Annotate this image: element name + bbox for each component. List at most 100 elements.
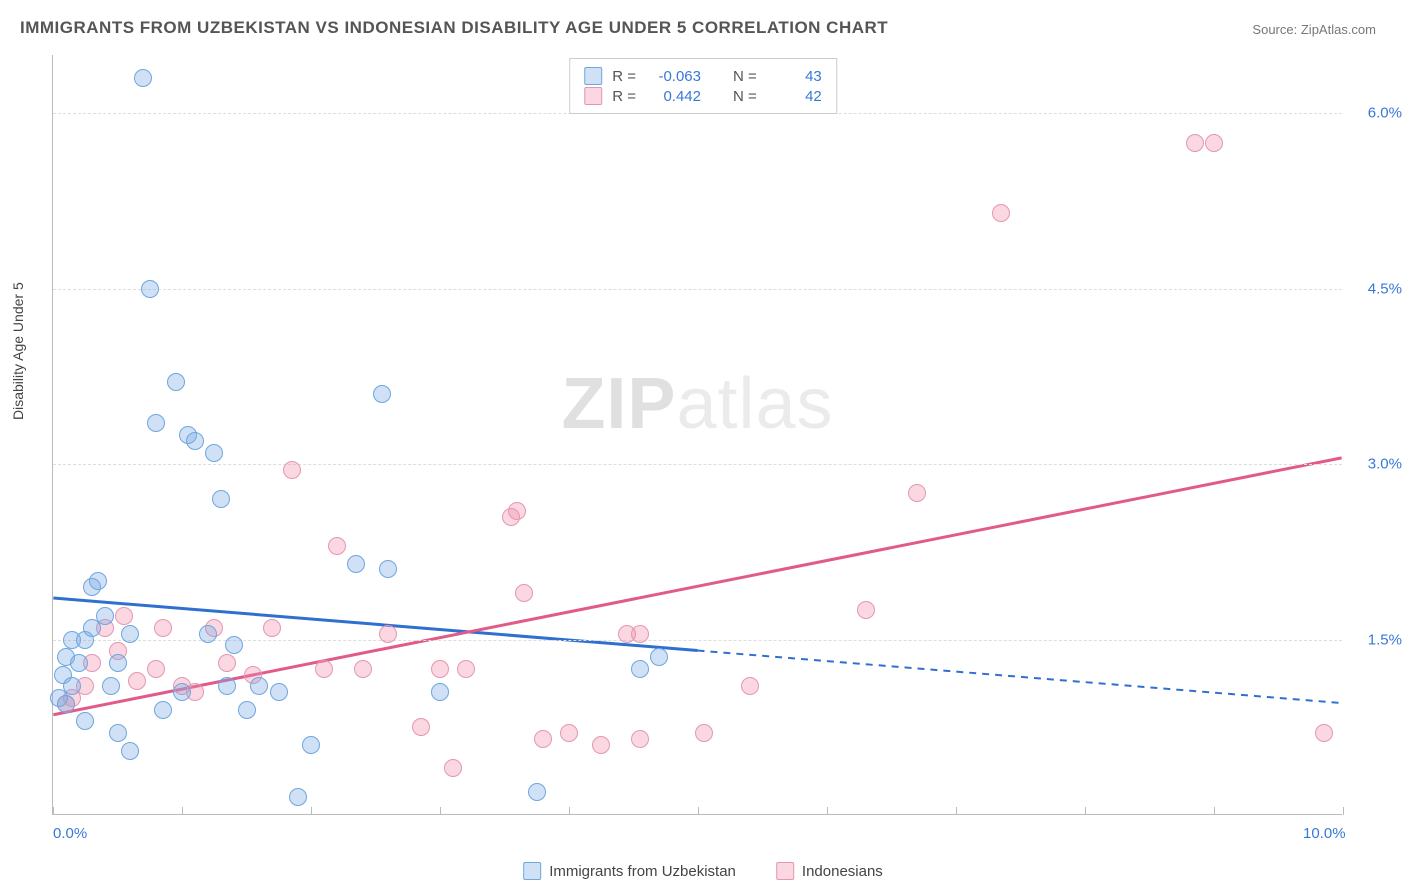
scatter-point-indonesians — [908, 484, 926, 502]
scatter-point-indonesians — [1205, 134, 1223, 152]
uzbekistan-n-value: 43 — [767, 68, 822, 85]
scatter-point-indonesians — [283, 461, 301, 479]
swatch-uzbekistan-bottom — [523, 862, 541, 880]
scatter-point-uzbekistan — [373, 385, 391, 403]
source-attribution: Source: ZipAtlas.com — [1252, 22, 1376, 37]
watermark-zip: ZIP — [561, 364, 676, 444]
source-label: Source: — [1252, 22, 1297, 37]
scatter-point-uzbekistan — [431, 683, 449, 701]
scatter-point-uzbekistan — [134, 69, 152, 87]
n-label: N = — [733, 68, 757, 85]
legend-label-indonesians: Indonesians — [802, 863, 883, 880]
x-tick — [1343, 807, 1344, 815]
scatter-point-indonesians — [992, 204, 1010, 222]
scatter-point-uzbekistan — [96, 607, 114, 625]
gridline — [53, 289, 1342, 290]
scatter-point-uzbekistan — [347, 555, 365, 573]
scatter-point-uzbekistan — [528, 783, 546, 801]
scatter-point-uzbekistan — [102, 677, 120, 695]
source-name: ZipAtlas.com — [1301, 22, 1376, 37]
chart-title: IMMIGRANTS FROM UZBEKISTAN VS INDONESIAN… — [20, 18, 888, 38]
x-tick — [53, 807, 54, 815]
scatter-point-uzbekistan — [199, 625, 217, 643]
x-tick — [311, 807, 312, 815]
scatter-point-uzbekistan — [379, 560, 397, 578]
x-tick-label: 0.0% — [53, 825, 87, 842]
scatter-point-uzbekistan — [173, 683, 191, 701]
scatter-point-indonesians — [592, 736, 610, 754]
legend-row-uzbekistan: R = -0.063 N = 43 — [584, 67, 822, 85]
x-tick — [440, 807, 441, 815]
scatter-point-indonesians — [741, 677, 759, 695]
scatter-point-indonesians — [1315, 724, 1333, 742]
scatter-point-uzbekistan — [63, 677, 81, 695]
y-axis-label: Disability Age Under 5 — [10, 282, 26, 420]
scatter-point-uzbekistan — [225, 636, 243, 654]
r-label: R = — [612, 88, 636, 105]
swatch-indonesians-bottom — [776, 862, 794, 880]
legend-row-indonesians: R = 0.442 N = 42 — [584, 87, 822, 105]
scatter-point-uzbekistan — [205, 444, 223, 462]
scatter-point-indonesians — [354, 660, 372, 678]
legend-item-uzbekistan: Immigrants from Uzbekistan — [523, 862, 736, 880]
scatter-point-uzbekistan — [302, 736, 320, 754]
scatter-point-indonesians — [457, 660, 475, 678]
regression-line-extrapolated — [698, 651, 1342, 704]
scatter-point-uzbekistan — [650, 648, 668, 666]
scatter-point-indonesians — [147, 660, 165, 678]
series-legend: Immigrants from Uzbekistan Indonesians — [523, 862, 883, 880]
x-tick — [182, 807, 183, 815]
x-tick-label: 10.0% — [1303, 825, 1346, 842]
scatter-point-indonesians — [379, 625, 397, 643]
scatter-point-indonesians — [444, 759, 462, 777]
indonesians-n-value: 42 — [767, 88, 822, 105]
legend-item-indonesians: Indonesians — [776, 862, 883, 880]
scatter-point-indonesians — [154, 619, 172, 637]
scatter-point-uzbekistan — [154, 701, 172, 719]
n-label: N = — [733, 88, 757, 105]
scatter-point-uzbekistan — [289, 788, 307, 806]
scatter-point-uzbekistan — [57, 695, 75, 713]
scatter-point-uzbekistan — [631, 660, 649, 678]
scatter-point-uzbekistan — [109, 654, 127, 672]
scatter-point-uzbekistan — [270, 683, 288, 701]
scatter-point-uzbekistan — [218, 677, 236, 695]
x-tick — [569, 807, 570, 815]
watermark: ZIPatlas — [561, 363, 833, 445]
scatter-point-uzbekistan — [70, 654, 88, 672]
uzbekistan-r-value: -0.063 — [646, 68, 701, 85]
x-tick — [1085, 807, 1086, 815]
x-tick — [698, 807, 699, 815]
scatter-point-uzbekistan — [186, 432, 204, 450]
scatter-point-indonesians — [560, 724, 578, 742]
plot-area: ZIPatlas 1.5%3.0%4.5%6.0%0.0%10.0% — [52, 55, 1342, 815]
scatter-point-uzbekistan — [109, 724, 127, 742]
regression-line — [53, 598, 697, 651]
scatter-point-indonesians — [431, 660, 449, 678]
swatch-indonesians — [584, 87, 602, 105]
scatter-point-uzbekistan — [141, 280, 159, 298]
scatter-point-uzbekistan — [212, 490, 230, 508]
scatter-point-indonesians — [695, 724, 713, 742]
scatter-point-indonesians — [218, 654, 236, 672]
scatter-point-indonesians — [857, 601, 875, 619]
y-tick-label: 3.0% — [1368, 456, 1402, 473]
y-tick-label: 6.0% — [1368, 105, 1402, 122]
watermark-atlas: atlas — [676, 364, 833, 444]
scatter-point-uzbekistan — [76, 712, 94, 730]
gridline — [53, 640, 1342, 641]
scatter-point-uzbekistan — [147, 414, 165, 432]
scatter-point-indonesians — [534, 730, 552, 748]
scatter-point-indonesians — [515, 584, 533, 602]
legend-label-uzbekistan: Immigrants from Uzbekistan — [549, 863, 736, 880]
scatter-point-indonesians — [631, 730, 649, 748]
scatter-point-uzbekistan — [167, 373, 185, 391]
scatter-point-uzbekistan — [121, 625, 139, 643]
scatter-point-indonesians — [412, 718, 430, 736]
scatter-point-indonesians — [328, 537, 346, 555]
x-tick — [956, 807, 957, 815]
r-label: R = — [612, 68, 636, 85]
scatter-point-indonesians — [128, 672, 146, 690]
scatter-point-indonesians — [263, 619, 281, 637]
indonesians-r-value: 0.442 — [646, 88, 701, 105]
